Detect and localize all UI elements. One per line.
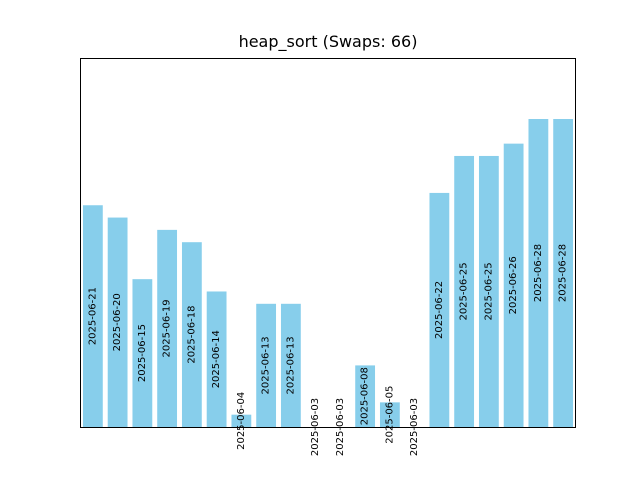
bar xyxy=(132,279,153,427)
bar xyxy=(429,192,450,427)
bar xyxy=(206,291,227,427)
bar xyxy=(181,242,202,427)
bar xyxy=(379,402,400,427)
plot-area-frame xyxy=(80,58,576,428)
bar-label: 2025-06-26 xyxy=(508,256,519,314)
bar xyxy=(478,155,499,427)
bar-label: 2025-06-21 xyxy=(87,287,98,345)
bar-label: 2025-06-25 xyxy=(459,262,470,320)
bar xyxy=(231,414,252,427)
bar-label: 2025-06-28 xyxy=(533,244,544,302)
bar-label: 2025-06-28 xyxy=(558,244,569,302)
bar-label: 2025-06-15 xyxy=(137,324,148,382)
bar-label: 2025-06-19 xyxy=(162,299,173,357)
bar-label: 2025-06-05 xyxy=(384,386,395,444)
bar-label: 2025-06-22 xyxy=(434,281,445,339)
bar xyxy=(503,143,524,427)
bar-label: 2025-06-25 xyxy=(483,262,494,320)
bar xyxy=(280,303,301,427)
bar xyxy=(528,119,549,427)
bar-label: 2025-06-20 xyxy=(112,293,123,351)
bar xyxy=(454,155,475,427)
bar-label: 2025-06-08 xyxy=(360,367,371,425)
bar xyxy=(157,229,178,427)
bar xyxy=(553,119,574,427)
bar xyxy=(107,217,128,427)
bar xyxy=(355,365,376,427)
chart-title: heap_sort (Swaps: 66) xyxy=(238,32,418,51)
bar-label: 2025-06-04 xyxy=(236,392,247,450)
bar-label: 2025-06-13 xyxy=(261,336,272,394)
bar-label: 2025-06-14 xyxy=(211,330,222,388)
bars-layer xyxy=(82,119,574,427)
bar-label: 2025-06-13 xyxy=(285,336,296,394)
bar-label: 2025-06-18 xyxy=(186,306,197,364)
bar xyxy=(256,303,277,427)
bar xyxy=(82,205,103,427)
